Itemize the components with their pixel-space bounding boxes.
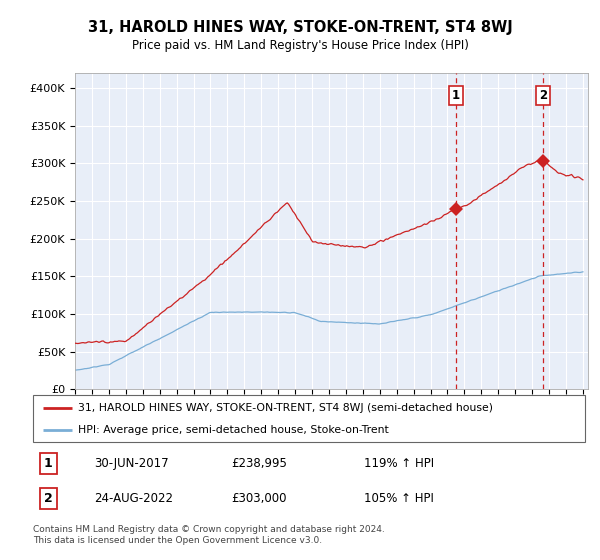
Text: Price paid vs. HM Land Registry's House Price Index (HPI): Price paid vs. HM Land Registry's House …	[131, 39, 469, 52]
Text: 119% ↑ HPI: 119% ↑ HPI	[364, 457, 434, 470]
FancyBboxPatch shape	[33, 395, 585, 442]
Text: 2: 2	[44, 492, 53, 505]
Text: 30-JUN-2017: 30-JUN-2017	[94, 457, 169, 470]
Text: 31, HAROLD HINES WAY, STOKE-ON-TRENT, ST4 8WJ (semi-detached house): 31, HAROLD HINES WAY, STOKE-ON-TRENT, ST…	[78, 403, 493, 413]
Text: 24-AUG-2022: 24-AUG-2022	[94, 492, 173, 505]
Text: 2: 2	[539, 89, 547, 102]
Text: £238,995: £238,995	[232, 457, 287, 470]
Text: 105% ↑ HPI: 105% ↑ HPI	[364, 492, 434, 505]
Text: HPI: Average price, semi-detached house, Stoke-on-Trent: HPI: Average price, semi-detached house,…	[78, 424, 389, 435]
Text: 1: 1	[44, 457, 53, 470]
Text: 31, HAROLD HINES WAY, STOKE-ON-TRENT, ST4 8WJ: 31, HAROLD HINES WAY, STOKE-ON-TRENT, ST…	[88, 20, 512, 35]
Text: 1: 1	[452, 89, 460, 102]
Text: £303,000: £303,000	[232, 492, 287, 505]
Text: Contains HM Land Registry data © Crown copyright and database right 2024.
This d: Contains HM Land Registry data © Crown c…	[33, 525, 385, 545]
